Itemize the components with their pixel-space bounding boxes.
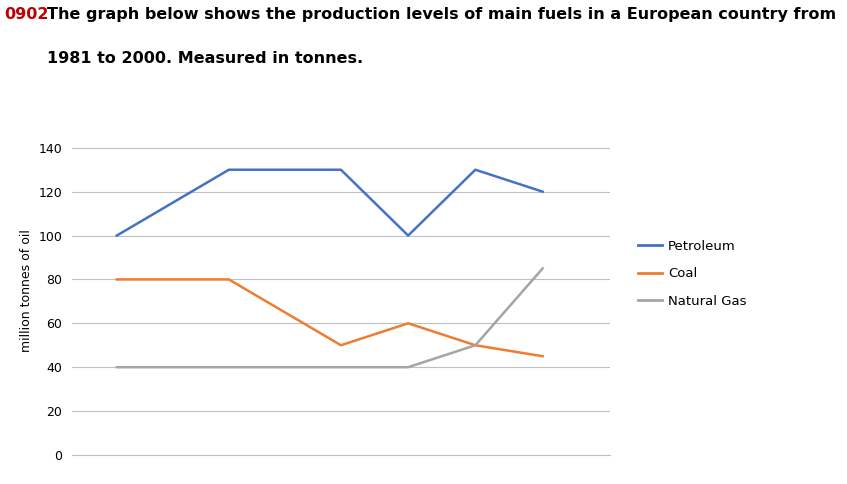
Text: 1981 to 2000. Measured in tonnes.: 1981 to 2000. Measured in tonnes. (47, 51, 363, 66)
Y-axis label: million tonnes of oil: million tonnes of oil (19, 229, 33, 352)
Text: 0902: 0902 (4, 7, 49, 22)
Legend: Petroleum, Coal, Natural Gas: Petroleum, Coal, Natural Gas (633, 235, 752, 313)
Text: The graph below shows the production levels of main fuels in a European country : The graph below shows the production lev… (47, 7, 836, 22)
